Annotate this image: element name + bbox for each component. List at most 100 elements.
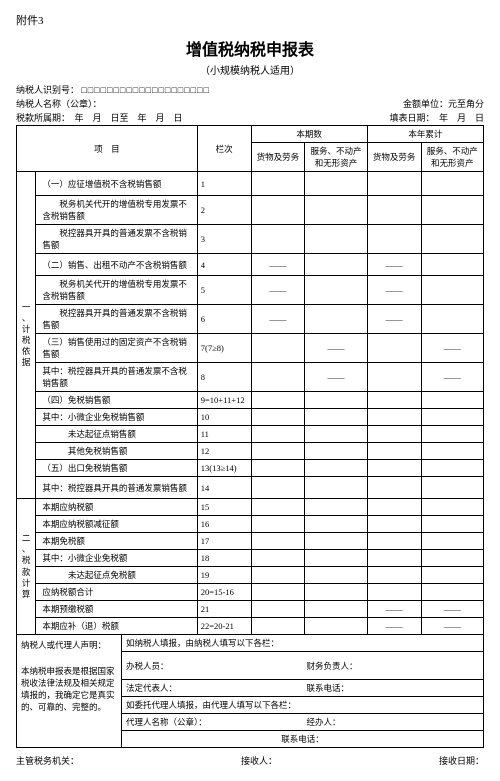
declaration-body: 本纳税申报表是根据国家税收法律法规及相关规定填报的，我确定它是真实的、可靠的、完… (21, 665, 117, 713)
value-cell[interactable] (305, 305, 367, 334)
table-row: 未达起征点销售额 11 (17, 426, 484, 443)
value-cell[interactable] (251, 550, 305, 567)
value-cell[interactable] (251, 334, 305, 363)
value-cell[interactable] (421, 426, 484, 443)
value-cell[interactable] (305, 443, 367, 460)
value-cell[interactable] (251, 533, 305, 550)
dash-cell: —— (251, 305, 305, 334)
value-cell[interactable] (421, 254, 484, 276)
decl-row: 联系电话： (122, 731, 483, 748)
value-cell[interactable] (367, 172, 421, 196)
value-cell[interactable] (421, 499, 484, 516)
value-cell[interactable] (421, 443, 484, 460)
value-cell[interactable] (305, 516, 367, 533)
value-cell[interactable] (251, 584, 305, 601)
value-cell[interactable] (305, 409, 367, 426)
value-cell[interactable] (305, 533, 367, 550)
value-cell[interactable] (367, 363, 421, 392)
amount-unit-label: 金额单位：元至角分 (403, 97, 484, 110)
item-label: 本期应补（退）税额 (36, 618, 197, 635)
value-cell[interactable] (251, 460, 305, 477)
value-cell[interactable] (367, 443, 421, 460)
value-cell[interactable] (305, 172, 367, 196)
lan-cell: 21 (197, 601, 251, 618)
lan-cell: 5 (197, 276, 251, 305)
value-cell[interactable] (305, 550, 367, 567)
value-cell[interactable] (305, 276, 367, 305)
value-cell[interactable] (251, 567, 305, 584)
value-cell[interactable] (367, 409, 421, 426)
value-cell[interactable] (251, 196, 305, 225)
table-row: 本期免税额 17 (17, 533, 484, 550)
value-cell[interactable] (421, 477, 484, 499)
value-cell[interactable] (305, 567, 367, 584)
value-cell[interactable] (421, 172, 484, 196)
table-row: （三）销售使用过的固定资产不含税销售额 7(7≥8) —— —— (17, 334, 484, 363)
value-cell[interactable] (251, 477, 305, 499)
dash-cell: —— (251, 276, 305, 305)
value-cell[interactable] (251, 618, 305, 635)
value-cell[interactable] (305, 499, 367, 516)
decl-row: 代理人名称（公章）： (122, 714, 303, 731)
table-header-row: 项 目 栏次 本期数 本年累计 (17, 126, 484, 143)
lan-cell: 9=10+11+12 (197, 392, 251, 409)
declaration-block: 纳税人或代理人声明： 本纳税申报表是根据国家税收法律法规及相关规定填报的，我确定… (16, 635, 484, 748)
item-label: 其中：小微企业免税销售额 (36, 409, 197, 426)
value-cell[interactable] (305, 601, 367, 618)
value-cell[interactable] (305, 460, 367, 477)
value-cell[interactable] (251, 225, 305, 254)
value-cell[interactable] (305, 392, 367, 409)
value-cell[interactable] (251, 409, 305, 426)
dash-cell: —— (367, 618, 421, 635)
value-cell[interactable] (421, 276, 484, 305)
value-cell[interactable] (421, 305, 484, 334)
value-cell[interactable] (367, 426, 421, 443)
value-cell[interactable] (367, 460, 421, 477)
value-cell[interactable] (367, 225, 421, 254)
value-cell[interactable] (367, 584, 421, 601)
value-cell[interactable] (367, 533, 421, 550)
value-cell[interactable] (367, 477, 421, 499)
value-cell[interactable] (421, 196, 484, 225)
value-cell[interactable] (305, 618, 367, 635)
lan-cell: 2 (197, 196, 251, 225)
value-cell[interactable] (421, 392, 484, 409)
value-cell[interactable] (367, 499, 421, 516)
value-cell[interactable] (305, 584, 367, 601)
value-cell[interactable] (421, 550, 484, 567)
value-cell[interactable] (367, 567, 421, 584)
decl-row: 财务负责人： (303, 652, 484, 680)
item-label: 本期应纳税额减征额 (36, 516, 197, 533)
value-cell[interactable] (251, 443, 305, 460)
value-cell[interactable] (305, 426, 367, 443)
footer-line: 主管税务机关： 接收人： 接收日期： (16, 754, 484, 767)
value-cell[interactable] (305, 477, 367, 499)
value-cell[interactable] (251, 172, 305, 196)
value-cell[interactable] (421, 584, 484, 601)
value-cell[interactable] (251, 363, 305, 392)
value-cell[interactable] (305, 196, 367, 225)
value-cell[interactable] (421, 409, 484, 426)
value-cell[interactable] (367, 334, 421, 363)
lan-cell: 4 (197, 254, 251, 276)
value-cell[interactable] (367, 392, 421, 409)
value-cell[interactable] (251, 426, 305, 443)
value-cell[interactable] (251, 392, 305, 409)
value-cell[interactable] (421, 533, 484, 550)
dash-cell: —— (367, 254, 421, 276)
value-cell[interactable] (367, 196, 421, 225)
value-cell[interactable] (421, 567, 484, 584)
footer-left: 主管税务机关： (16, 754, 79, 767)
value-cell[interactable] (421, 460, 484, 477)
value-cell[interactable] (367, 550, 421, 567)
value-cell[interactable] (367, 516, 421, 533)
item-label: 税务机关代开的增值税专用发票不含税销售额 (36, 276, 197, 305)
value-cell[interactable] (421, 225, 484, 254)
value-cell[interactable] (251, 499, 305, 516)
item-label: （四）免税销售额 (36, 392, 197, 409)
value-cell[interactable] (305, 225, 367, 254)
value-cell[interactable] (305, 254, 367, 276)
value-cell[interactable] (421, 516, 484, 533)
value-cell[interactable] (251, 601, 305, 618)
value-cell[interactable] (251, 516, 305, 533)
